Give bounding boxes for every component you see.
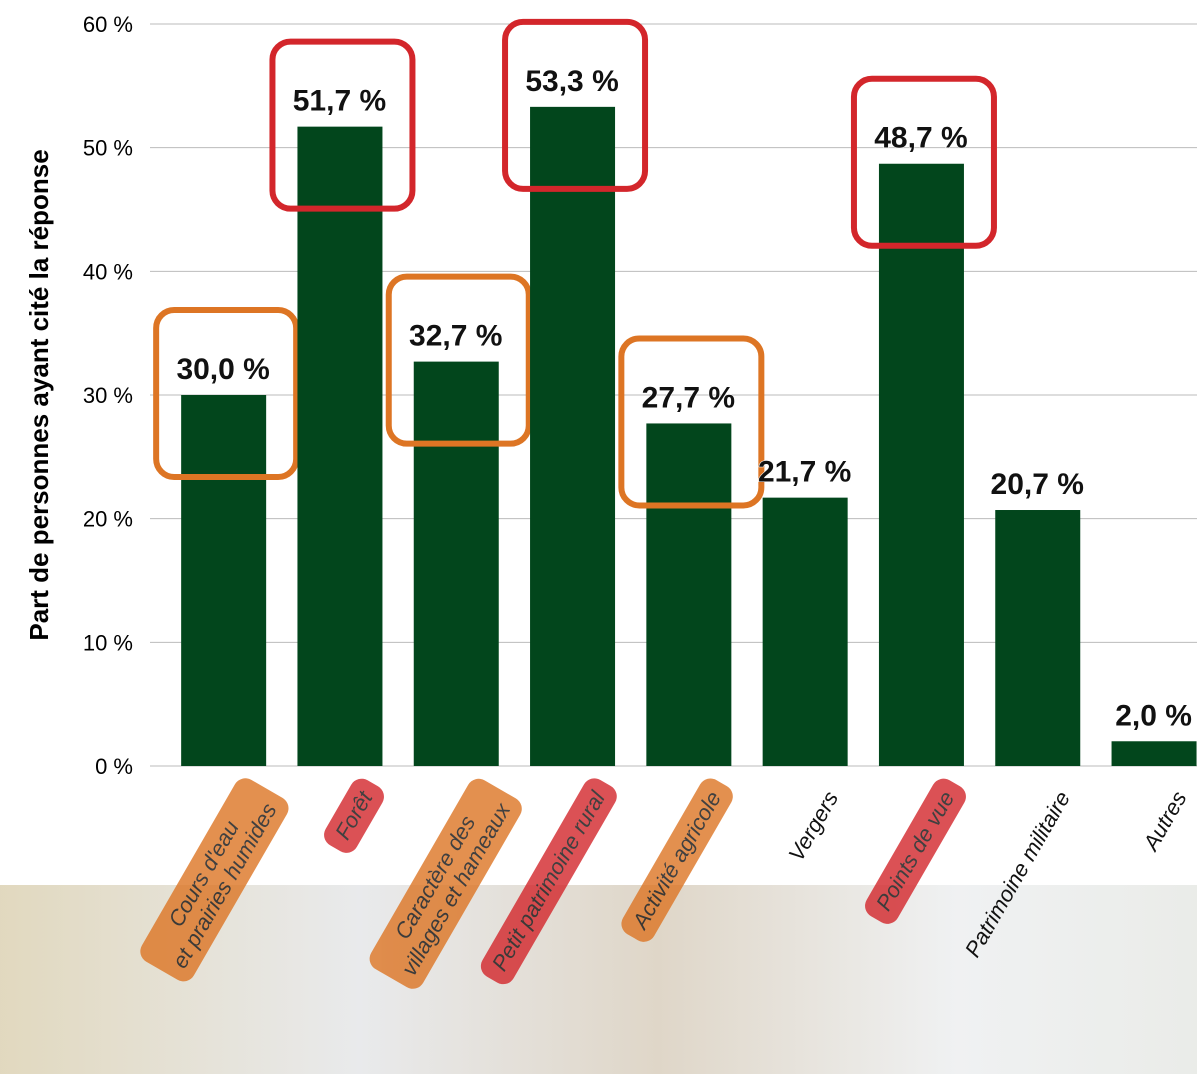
value-label: 30,0 % [176,353,269,386]
y-tick-label: 20 % [83,507,133,532]
bar [762,497,848,766]
highlight-box [385,273,532,447]
value-label: 2,0 % [1115,699,1192,732]
value-label: 48,7 % [874,122,967,155]
highlight-box [502,18,649,192]
highlight-box [269,38,416,212]
bar [413,361,499,766]
y-tick-label: 50 % [83,136,133,161]
y-axis-label: Part de personnes ayant cité la réponse [24,149,54,640]
y-tick-label: 60 % [83,12,133,37]
y-tick-label: 10 % [83,630,133,655]
bar [530,106,616,766]
value-label: 51,7 % [293,85,386,118]
bar [995,510,1081,766]
highlight-box [850,75,997,249]
value-label: 27,7 % [642,381,735,414]
y-tick-label: 30 % [83,383,133,408]
bar [297,126,383,767]
value-label: 32,7 % [409,320,502,353]
y-tick-label: 40 % [83,259,133,284]
bar [1111,741,1197,766]
value-label: 53,3 % [525,65,618,98]
bar [646,423,732,766]
value-label: 21,7 % [758,456,851,489]
highlight-box [153,307,300,480]
highlight-box [618,335,765,509]
bar [878,163,964,766]
bar [181,395,267,766]
y-tick-label: 0 % [95,754,133,779]
value-label: 20,7 % [991,468,1084,501]
